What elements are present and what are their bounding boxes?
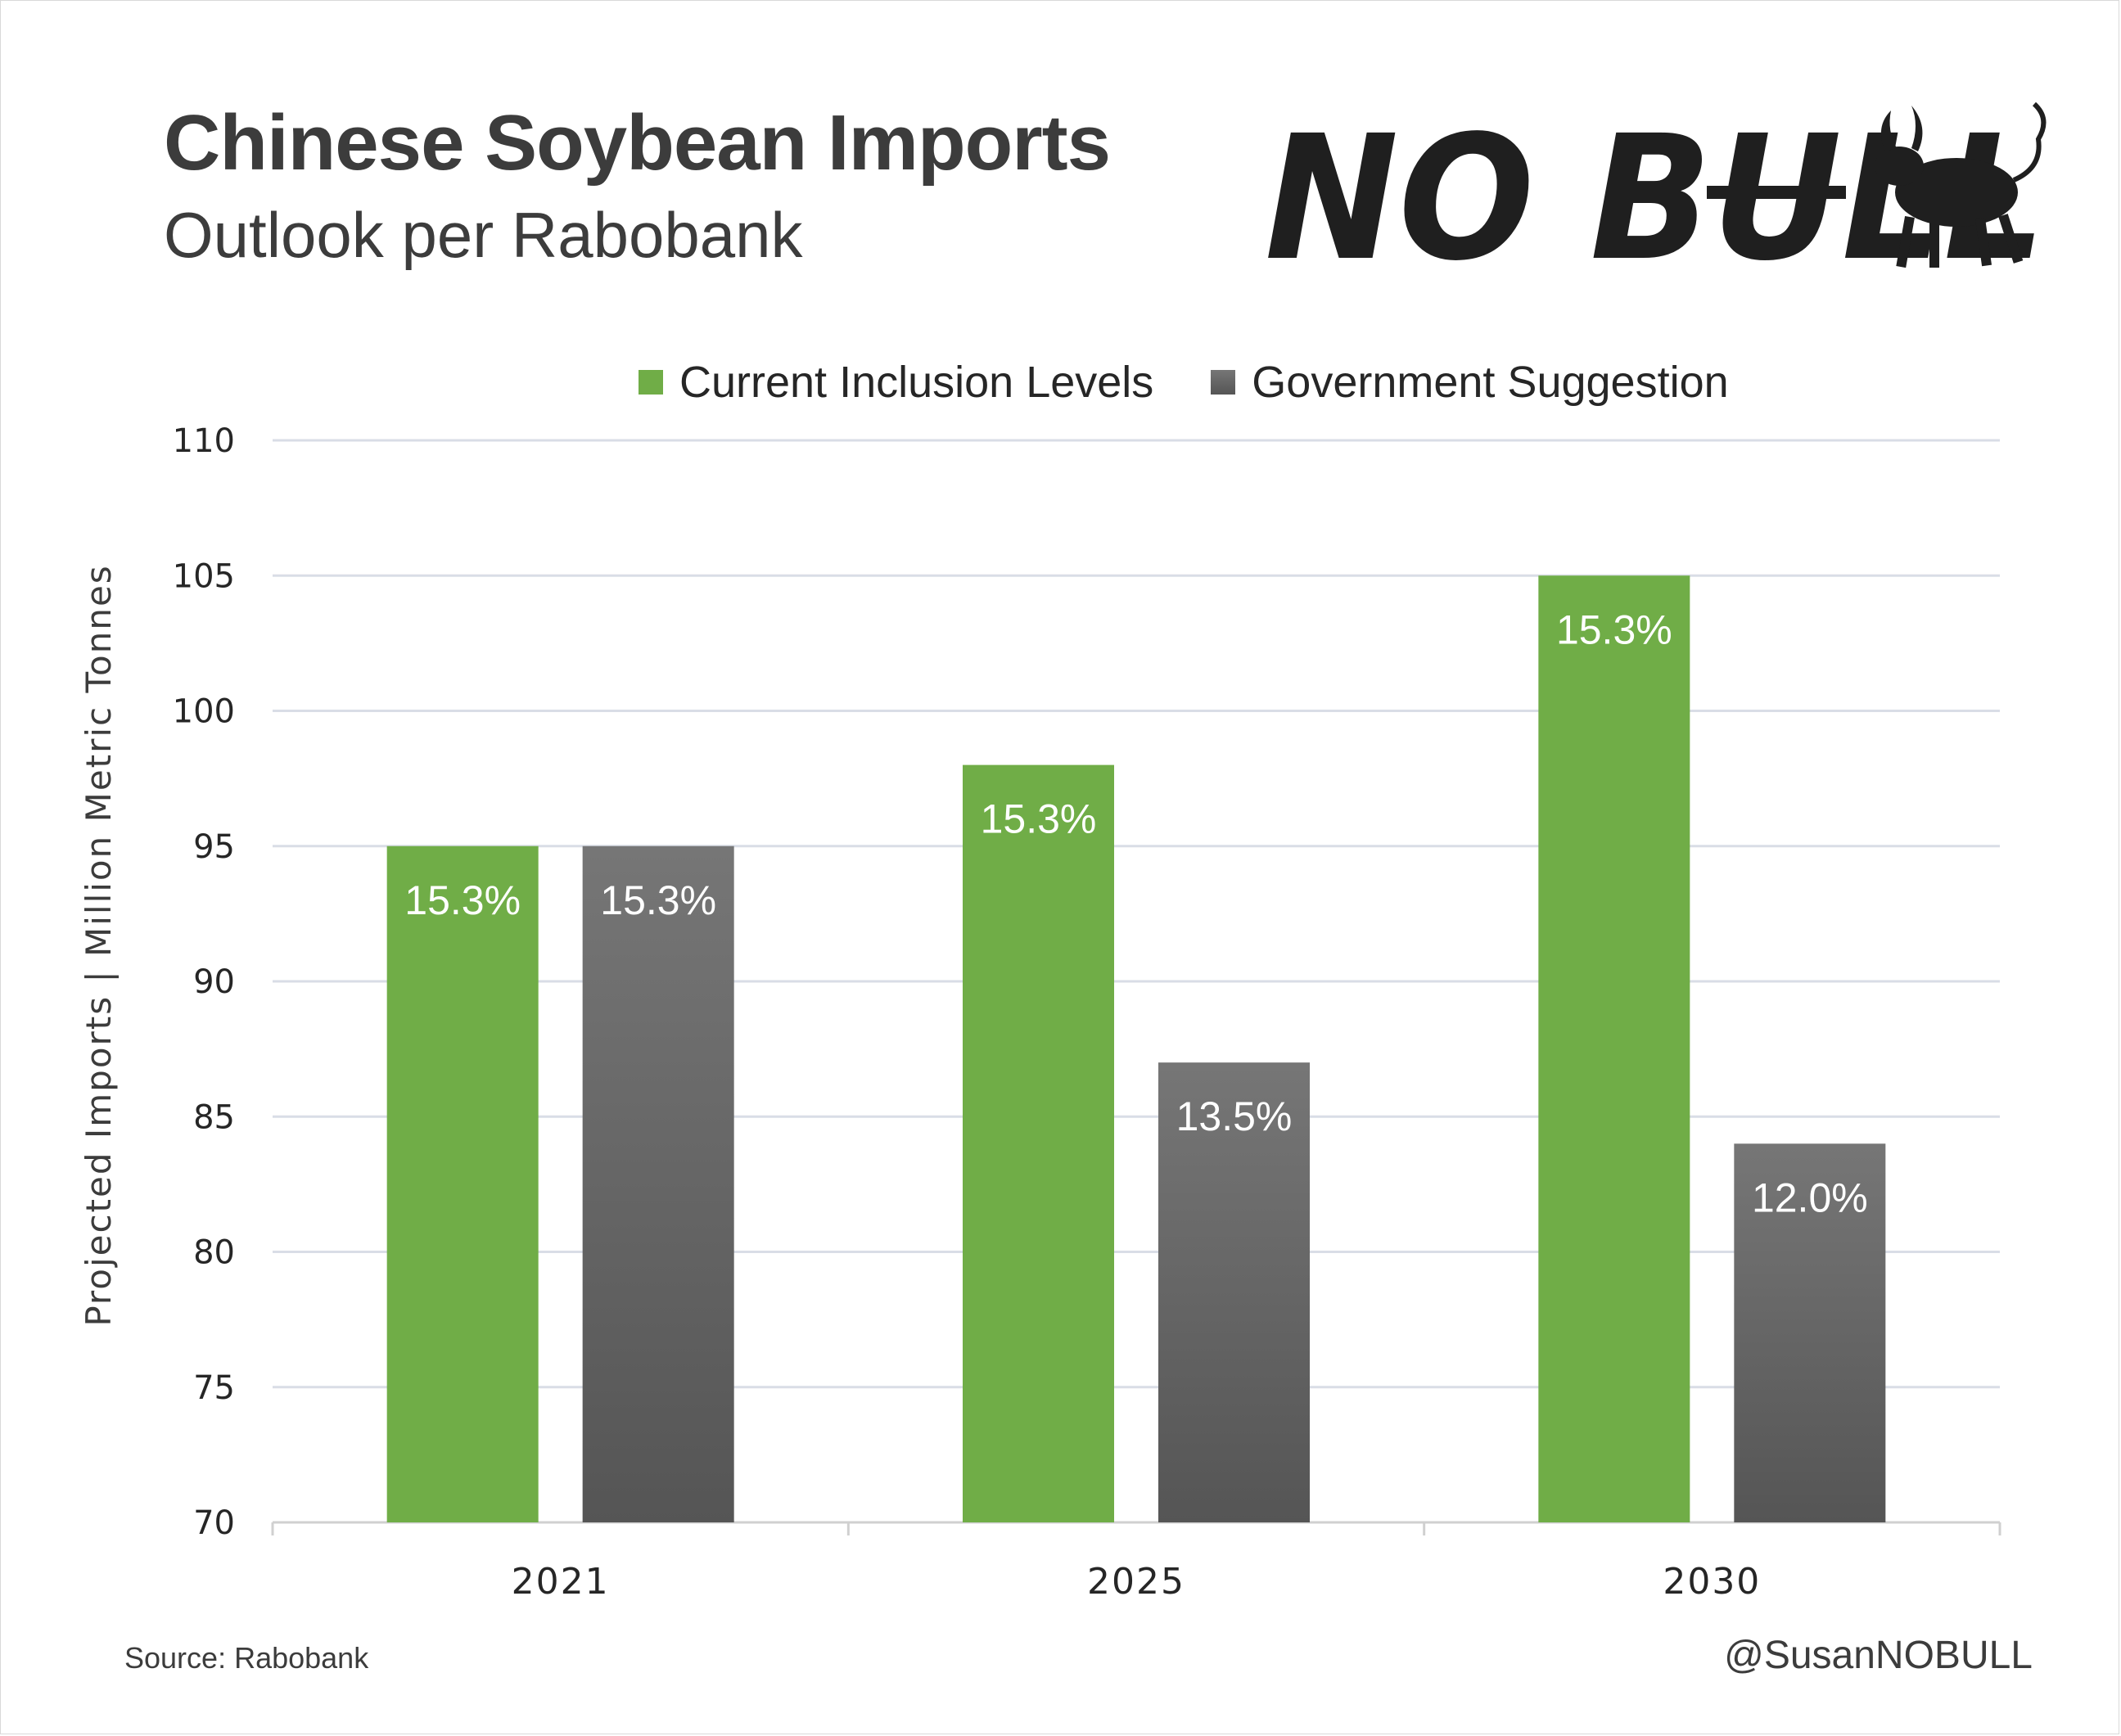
data-label: 13.5% [1176, 1093, 1293, 1139]
y-axis-label: Projected Imports | Million Metric Tonne… [79, 564, 119, 1326]
x-tick-label: 2021 [512, 1561, 610, 1603]
author-handle: @SusanNOBULL [1724, 1634, 2033, 1677]
bar-current-2030 [1538, 575, 1690, 1522]
y-tick-label: 75 [193, 1369, 235, 1407]
data-label: 15.3% [1556, 606, 1672, 652]
bar-current-2021 [386, 845, 539, 1522]
bar-government-2030 [1734, 1143, 1886, 1522]
y-tick-label: 100 [173, 693, 235, 731]
x-tick-label: 2030 [1663, 1561, 1761, 1603]
legend-item-government: Government Suggestion [1211, 357, 1729, 408]
y-tick-label: 90 [193, 963, 235, 1001]
bar-current-2025 [963, 764, 1114, 1522]
legend-label-current: Current Inclusion Levels [679, 358, 1154, 407]
chart-subtitle: Outlook per Rabobank [164, 199, 803, 271]
source-note: Source: Rabobank [124, 1641, 369, 1675]
y-tick-label: 80 [193, 1234, 235, 1272]
no-bull-logo: NO BULL [1265, 98, 2047, 291]
chart-title: Chinese Soybean Imports [164, 99, 1111, 187]
legend-item-current: Current Inclusion Levels [639, 357, 1153, 408]
bull-icon [1875, 101, 2047, 268]
chart-legend: Current Inclusion Levels Government Sugg… [639, 354, 1786, 411]
bar-government-2021 [582, 845, 734, 1522]
legend-swatch-current [639, 370, 663, 395]
y-tick-label: 110 [173, 422, 235, 460]
data-label: 15.3% [600, 877, 716, 923]
legend-label-government: Government Suggestion [1252, 358, 1729, 407]
legend-swatch-government [1211, 370, 1236, 395]
data-label: 15.3% [404, 877, 521, 923]
logo-dash [1707, 186, 1846, 199]
data-label: 12.0% [1752, 1175, 1868, 1220]
data-label: 15.3% [981, 796, 1097, 842]
y-tick-label: 70 [193, 1504, 235, 1542]
y-tick-label: 85 [193, 1098, 235, 1136]
x-tick-label: 2025 [1087, 1561, 1185, 1603]
y-tick-label: 95 [193, 828, 235, 866]
bar-government-2025 [1158, 1062, 1310, 1522]
y-tick-label: 105 [173, 557, 235, 595]
